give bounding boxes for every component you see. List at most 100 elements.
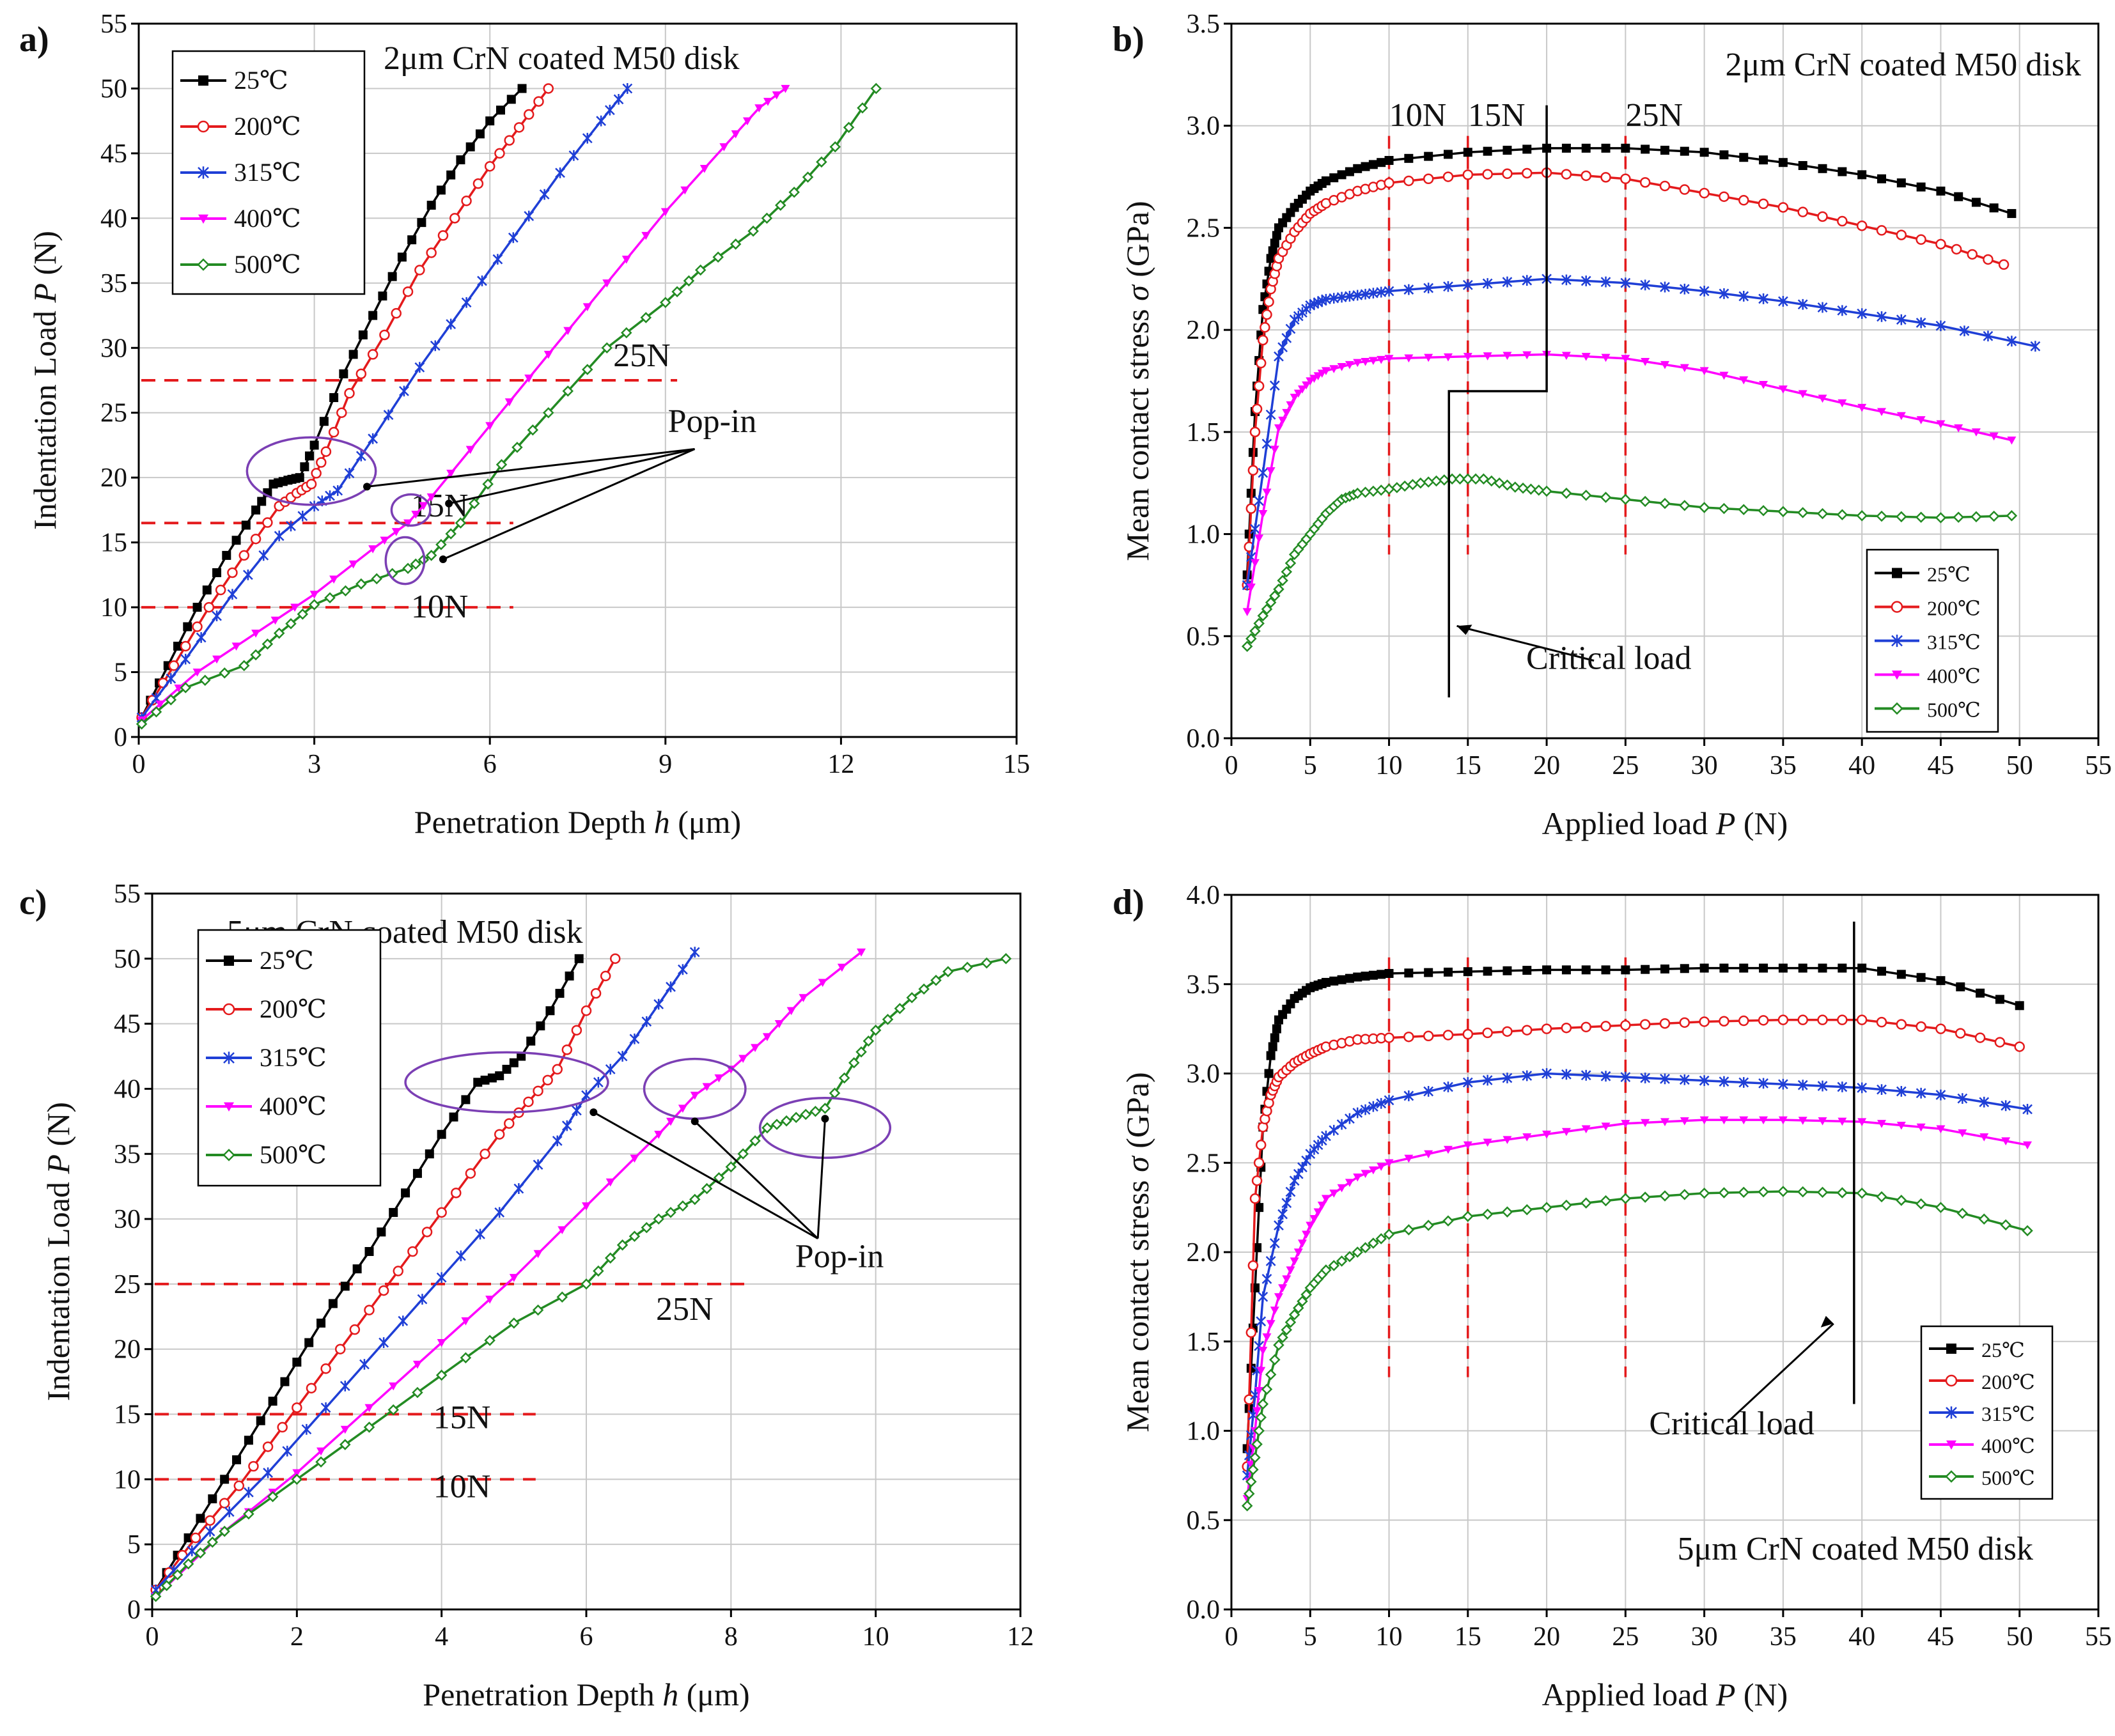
data-point <box>461 297 472 308</box>
legend-label: 315℃ <box>1981 1402 2035 1425</box>
data-point <box>1297 385 1307 394</box>
y-axis-label: Indentation Load P (N) <box>27 231 63 530</box>
y-tick-label: 45 <box>100 139 127 169</box>
data-point <box>320 446 332 457</box>
y-tick-label: 45 <box>114 1010 141 1039</box>
data-point <box>285 618 297 630</box>
data-point <box>461 196 472 206</box>
data-point <box>1510 481 1521 493</box>
data-point <box>1759 380 1768 389</box>
data-point <box>1935 238 1946 250</box>
plot-frame <box>1230 22 2100 740</box>
data-point <box>1281 332 1292 344</box>
data-point <box>1442 1030 1454 1041</box>
data-point <box>1463 967 1472 977</box>
data-point <box>460 1352 472 1364</box>
data-point <box>1738 504 1750 516</box>
data-point <box>224 1506 235 1517</box>
data-point <box>1660 360 1669 369</box>
data-point <box>1641 965 1650 974</box>
data-point <box>1245 1327 1257 1338</box>
data-point <box>1561 1022 1572 1034</box>
series-line <box>1245 1119 2028 1499</box>
data-point <box>379 1337 389 1348</box>
data-point <box>380 536 389 545</box>
x-tick-label: 6 <box>580 1622 593 1652</box>
data-point <box>297 510 308 522</box>
data-point <box>1256 1315 1267 1327</box>
data-point <box>232 1455 242 1464</box>
pop-in-label: Pop-in <box>795 1238 884 1275</box>
data-point <box>1403 1090 1414 1101</box>
data-point <box>171 1569 183 1581</box>
data-point <box>1345 167 1354 176</box>
data-point <box>363 1422 375 1433</box>
data-point <box>1407 479 1419 490</box>
data-point <box>523 1096 534 1108</box>
data-point <box>1639 1019 1651 1030</box>
data-point <box>1368 1101 1378 1112</box>
data-point <box>1321 1130 1331 1142</box>
chart-title: 5μm CrN coated M50 disk <box>1678 1531 2034 1567</box>
y-tick-label: 0.0 <box>1187 724 1221 754</box>
data-point <box>593 1265 604 1277</box>
y-axis-label-variable: P <box>40 1154 76 1175</box>
data-point <box>504 398 514 407</box>
data-point <box>174 684 183 693</box>
data-point <box>1502 966 1512 975</box>
data-point <box>344 468 355 479</box>
data-point <box>1254 1387 1264 1395</box>
data-point <box>487 1073 497 1083</box>
data-point <box>1377 1163 1386 1171</box>
arrow-head <box>445 499 453 508</box>
data-point <box>1936 186 1946 196</box>
reference-line-label: 25N <box>613 337 671 374</box>
data-point <box>1581 1125 1591 1134</box>
chart-panel-3: 0 2 4 6 8 10 12 0 5 10 15 20 25 30 35 40 45 50 55 Penetrati… <box>19 880 1034 1712</box>
data-point <box>2000 1219 2011 1231</box>
data-point <box>1580 490 1592 501</box>
data-point <box>334 1344 346 1354</box>
data-point <box>412 1360 422 1369</box>
data-point <box>1876 510 1887 522</box>
data-point <box>712 251 724 263</box>
x-axis-label-variable: h <box>654 804 670 840</box>
data-point <box>565 971 574 980</box>
data-point <box>435 539 447 550</box>
x-tick-label: 4 <box>435 1622 448 1652</box>
data-point <box>383 409 394 421</box>
data-point <box>680 186 690 195</box>
data-point <box>1278 416 1288 425</box>
data-point <box>1253 380 1265 392</box>
data-point <box>1329 365 1339 373</box>
data-point <box>192 621 203 632</box>
data-point <box>1321 176 1331 185</box>
data-point <box>1891 702 1903 715</box>
data-point <box>772 91 781 100</box>
x-tick-label: 35 <box>1770 1622 1797 1652</box>
data-point <box>1255 1411 1267 1423</box>
y-tick-label: 50 <box>100 74 127 104</box>
data-point <box>1377 355 1386 364</box>
data-point <box>1838 399 1847 408</box>
data-point <box>1797 1186 1809 1198</box>
y-tick-label: 2.0 <box>1187 1238 1221 1267</box>
data-point <box>449 213 460 224</box>
data-point <box>582 1202 591 1211</box>
y-tick-label: 4.0 <box>1187 881 1221 910</box>
data-point <box>2014 1041 2025 1052</box>
data-point <box>1971 428 1981 437</box>
x-tick-label: 0 <box>1225 751 1238 780</box>
data-point <box>1718 1187 1730 1198</box>
data-point <box>2006 336 2017 347</box>
x-tick-label: 12 <box>827 750 854 779</box>
data-point <box>1641 1119 1650 1128</box>
data-point <box>1915 511 1927 523</box>
data-point <box>1266 1320 1276 1328</box>
data-point <box>1561 965 1571 975</box>
reference-line-label: 10N <box>411 589 469 625</box>
data-point <box>590 988 602 999</box>
data-point <box>1892 568 1902 578</box>
data-point <box>304 1338 314 1347</box>
